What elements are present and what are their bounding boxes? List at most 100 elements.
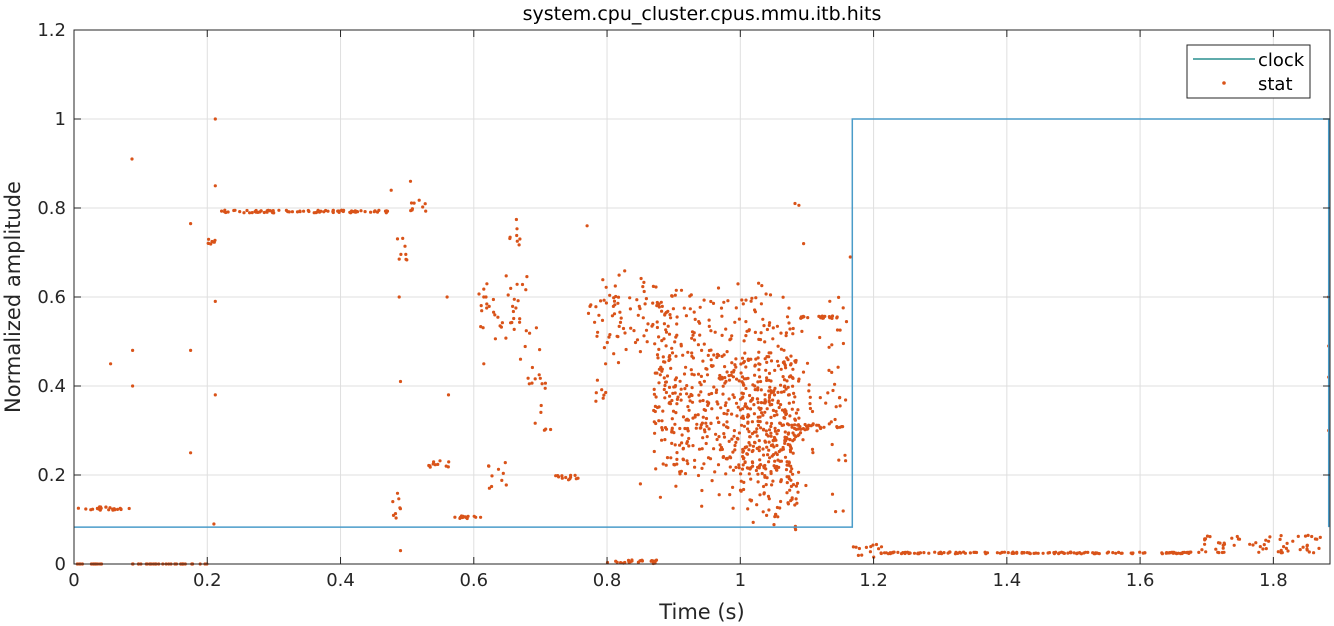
stat-point [528, 331, 532, 335]
stat-point [756, 388, 760, 392]
stat-point [675, 315, 679, 319]
stat-point [740, 375, 745, 379]
stat-point [805, 361, 810, 365]
stat-point [683, 387, 687, 391]
stat-point [871, 543, 875, 547]
stat-point [686, 429, 690, 433]
stat-point [802, 242, 806, 246]
stat-point [651, 284, 656, 288]
stat-point [757, 350, 761, 354]
stat-point [482, 295, 486, 299]
stat-point [751, 444, 756, 448]
stat-point [671, 307, 676, 311]
stat-point [678, 472, 682, 476]
stat-point [108, 506, 112, 510]
stat-point [412, 201, 416, 205]
stat-point [683, 472, 688, 476]
stat-point [613, 284, 617, 288]
stat-point [874, 542, 879, 547]
stat-point [740, 467, 745, 471]
stat-point [295, 210, 300, 214]
stat-point [654, 467, 658, 471]
stat-point [1187, 551, 1191, 556]
stat-point [756, 356, 760, 360]
stat-point [833, 417, 837, 422]
stat-point [922, 551, 926, 555]
stat-point [623, 269, 627, 273]
stat-point [766, 494, 771, 498]
stat-point [779, 479, 783, 483]
stat-point [767, 440, 771, 444]
stat-point [1010, 551, 1014, 555]
stat-point [1279, 534, 1283, 538]
stat-point [959, 551, 963, 555]
stat-point [763, 357, 767, 361]
stat-point [673, 293, 677, 297]
stat-point [788, 414, 792, 418]
stat-point [827, 368, 831, 372]
stat-point [526, 376, 530, 380]
stat-point [544, 427, 548, 431]
stat-point [830, 370, 834, 374]
stat-point [1057, 552, 1061, 556]
stat-point [512, 297, 516, 301]
stat-point [518, 357, 523, 361]
stat-point [707, 324, 711, 328]
stat-point [640, 558, 644, 562]
stat-point [811, 423, 815, 427]
stat-point [796, 408, 800, 412]
stat-point [461, 515, 465, 520]
stat-point [712, 353, 716, 357]
stat-point [657, 335, 661, 339]
stat-point [692, 331, 696, 335]
stat-point [702, 342, 706, 346]
stat-point [626, 558, 631, 563]
stat-point [714, 432, 718, 436]
stat-point [670, 346, 674, 350]
stat-point [747, 448, 751, 452]
stat-point [793, 417, 797, 421]
stat-point [710, 479, 714, 483]
stat-point [763, 440, 768, 444]
stat-point [779, 403, 783, 407]
stat-point [444, 464, 448, 468]
stat-point [779, 383, 783, 387]
stat-point [515, 233, 519, 238]
stat-point [767, 351, 771, 355]
stat-point [785, 491, 789, 495]
stat-point [760, 471, 764, 476]
stat-point [742, 339, 746, 343]
stat-point [660, 304, 664, 308]
stat-point [242, 211, 246, 215]
stat-point [1046, 551, 1050, 555]
stat-point [791, 326, 795, 331]
stat-point [673, 463, 677, 467]
stat-point [730, 437, 734, 441]
stat-point [764, 292, 768, 296]
stat-point [262, 210, 266, 215]
stat-point [710, 391, 714, 396]
stat-point [790, 407, 794, 411]
legend-clock-label: clock [1258, 50, 1305, 71]
stat-point [916, 552, 920, 556]
stat-point [84, 507, 88, 511]
stat-point [1262, 543, 1266, 547]
stat-point [636, 313, 640, 317]
stat-point [830, 314, 835, 318]
stat-point [749, 398, 753, 403]
stat-point [783, 455, 788, 459]
stat-point [675, 322, 679, 326]
stat-point [1278, 537, 1282, 542]
stat-point [807, 423, 811, 427]
stat-point [787, 431, 791, 435]
stat-point [720, 333, 724, 337]
stat-point [899, 552, 904, 556]
stat-point [660, 419, 664, 423]
stat-point [674, 288, 678, 292]
stat-point [756, 397, 760, 401]
stat-point [248, 211, 252, 215]
stat-point [697, 393, 701, 397]
stat-point [784, 468, 789, 472]
stat-point [660, 438, 664, 442]
stat-point [709, 358, 713, 362]
